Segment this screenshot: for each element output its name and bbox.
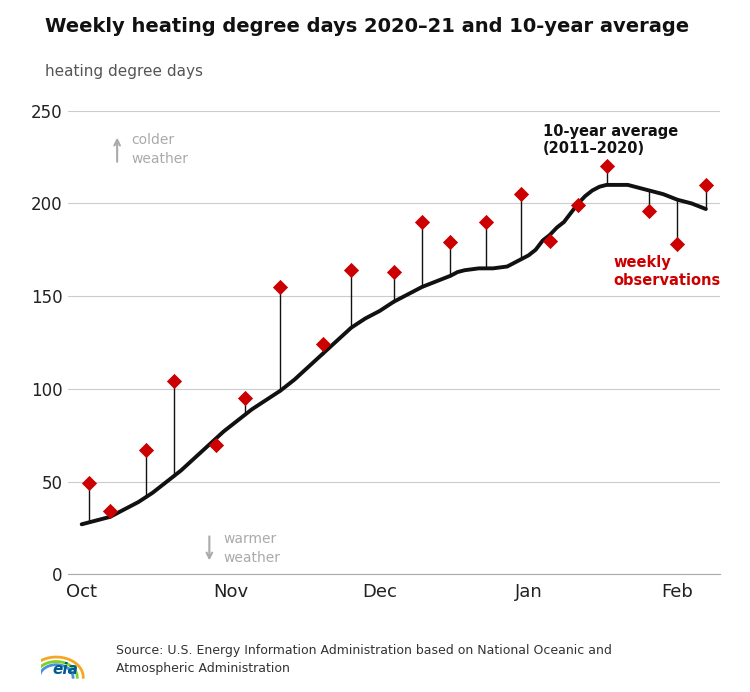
Text: Source: U.S. Energy Information Administration based on National Oceanic and
Atm: Source: U.S. Energy Information Administ… bbox=[116, 644, 612, 675]
Text: 10-year average
(2011–2020): 10-year average (2011–2020) bbox=[543, 124, 678, 156]
Point bbox=[601, 161, 613, 172]
Point bbox=[168, 376, 180, 387]
Text: weekly
observations: weekly observations bbox=[614, 255, 721, 288]
Point bbox=[316, 339, 328, 350]
Text: colder
weather: colder weather bbox=[131, 134, 188, 166]
Point bbox=[572, 200, 584, 211]
Point bbox=[274, 282, 286, 293]
Text: eia: eia bbox=[52, 662, 78, 677]
Point bbox=[388, 266, 400, 277]
Text: warmer
weather: warmer weather bbox=[224, 532, 280, 565]
Text: heating degree days: heating degree days bbox=[45, 64, 203, 79]
Point bbox=[700, 179, 712, 190]
Point bbox=[211, 439, 223, 450]
Point bbox=[104, 506, 116, 517]
Point bbox=[445, 237, 457, 248]
Point bbox=[238, 392, 250, 403]
Point bbox=[345, 264, 357, 275]
Point bbox=[643, 206, 655, 217]
Point bbox=[515, 189, 527, 200]
Point bbox=[82, 478, 94, 489]
Point bbox=[544, 235, 556, 246]
Text: Weekly heating degree days 2020–21 and 10-year average: Weekly heating degree days 2020–21 and 1… bbox=[45, 17, 689, 36]
Point bbox=[671, 239, 683, 250]
Point bbox=[416, 217, 428, 228]
Point bbox=[480, 217, 492, 228]
Point bbox=[140, 444, 152, 455]
